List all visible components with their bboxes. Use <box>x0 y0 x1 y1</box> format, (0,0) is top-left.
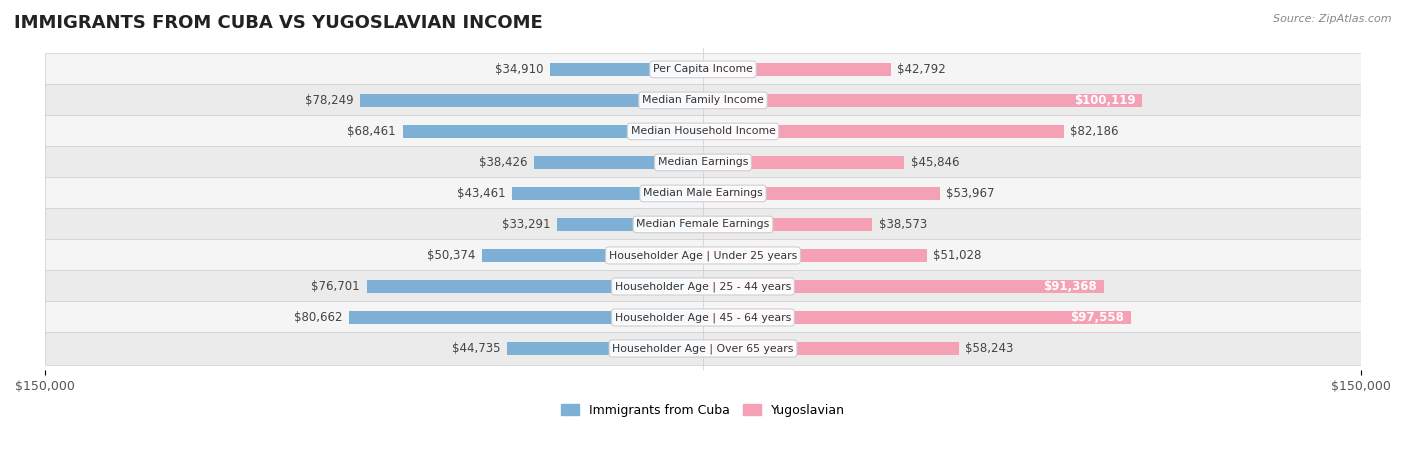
Text: $53,967: $53,967 <box>946 187 995 200</box>
Bar <box>703 342 959 355</box>
Text: Householder Age | Over 65 years: Householder Age | Over 65 years <box>612 343 794 354</box>
Text: Median Earnings: Median Earnings <box>658 157 748 168</box>
FancyBboxPatch shape <box>45 239 1361 272</box>
Text: Median Male Earnings: Median Male Earnings <box>643 188 763 198</box>
Bar <box>506 342 703 355</box>
Bar <box>367 280 703 293</box>
Text: $78,249: $78,249 <box>305 94 353 107</box>
FancyBboxPatch shape <box>45 115 1361 148</box>
Text: $42,792: $42,792 <box>897 63 946 76</box>
Text: $80,662: $80,662 <box>294 311 343 324</box>
Bar <box>703 94 1142 107</box>
Bar <box>703 156 904 169</box>
Text: $43,461: $43,461 <box>457 187 506 200</box>
Text: $38,573: $38,573 <box>879 218 927 231</box>
Bar <box>482 249 703 262</box>
Text: Householder Age | 25 - 44 years: Householder Age | 25 - 44 years <box>614 281 792 292</box>
Text: Median Female Earnings: Median Female Earnings <box>637 219 769 229</box>
Bar <box>703 63 891 76</box>
FancyBboxPatch shape <box>45 177 1361 210</box>
Bar <box>349 311 703 324</box>
Text: $97,558: $97,558 <box>1070 311 1125 324</box>
Text: Median Household Income: Median Household Income <box>630 127 776 136</box>
Text: $100,119: $100,119 <box>1074 94 1136 107</box>
Text: Median Family Income: Median Family Income <box>643 95 763 106</box>
Bar <box>703 311 1130 324</box>
Text: $45,846: $45,846 <box>911 156 959 169</box>
FancyBboxPatch shape <box>45 53 1361 85</box>
Bar <box>703 249 927 262</box>
Bar <box>557 218 703 231</box>
Text: $50,374: $50,374 <box>427 249 475 262</box>
Bar <box>402 125 703 138</box>
Text: $68,461: $68,461 <box>347 125 396 138</box>
Text: $82,186: $82,186 <box>1070 125 1119 138</box>
Text: $38,426: $38,426 <box>479 156 527 169</box>
Bar <box>550 63 703 76</box>
Bar <box>512 187 703 200</box>
Text: $58,243: $58,243 <box>965 342 1014 355</box>
Bar <box>703 218 872 231</box>
Legend: Immigrants from Cuba, Yugoslavian: Immigrants from Cuba, Yugoslavian <box>555 399 851 422</box>
Text: $76,701: $76,701 <box>311 280 360 293</box>
Text: Householder Age | 45 - 64 years: Householder Age | 45 - 64 years <box>614 312 792 323</box>
FancyBboxPatch shape <box>45 301 1361 333</box>
Text: $51,028: $51,028 <box>934 249 981 262</box>
FancyBboxPatch shape <box>45 332 1361 365</box>
FancyBboxPatch shape <box>45 270 1361 303</box>
Text: $44,735: $44,735 <box>451 342 501 355</box>
Text: Per Capita Income: Per Capita Income <box>652 64 754 74</box>
Bar <box>703 125 1063 138</box>
Bar <box>703 187 939 200</box>
FancyBboxPatch shape <box>45 84 1361 117</box>
Text: Source: ZipAtlas.com: Source: ZipAtlas.com <box>1274 14 1392 24</box>
Text: $34,910: $34,910 <box>495 63 543 76</box>
FancyBboxPatch shape <box>45 208 1361 241</box>
Text: Householder Age | Under 25 years: Householder Age | Under 25 years <box>609 250 797 261</box>
Bar <box>703 280 1104 293</box>
Bar <box>534 156 703 169</box>
Text: IMMIGRANTS FROM CUBA VS YUGOSLAVIAN INCOME: IMMIGRANTS FROM CUBA VS YUGOSLAVIAN INCO… <box>14 14 543 32</box>
FancyBboxPatch shape <box>45 146 1361 178</box>
Bar <box>360 94 703 107</box>
Text: $91,368: $91,368 <box>1043 280 1097 293</box>
Text: $33,291: $33,291 <box>502 218 550 231</box>
